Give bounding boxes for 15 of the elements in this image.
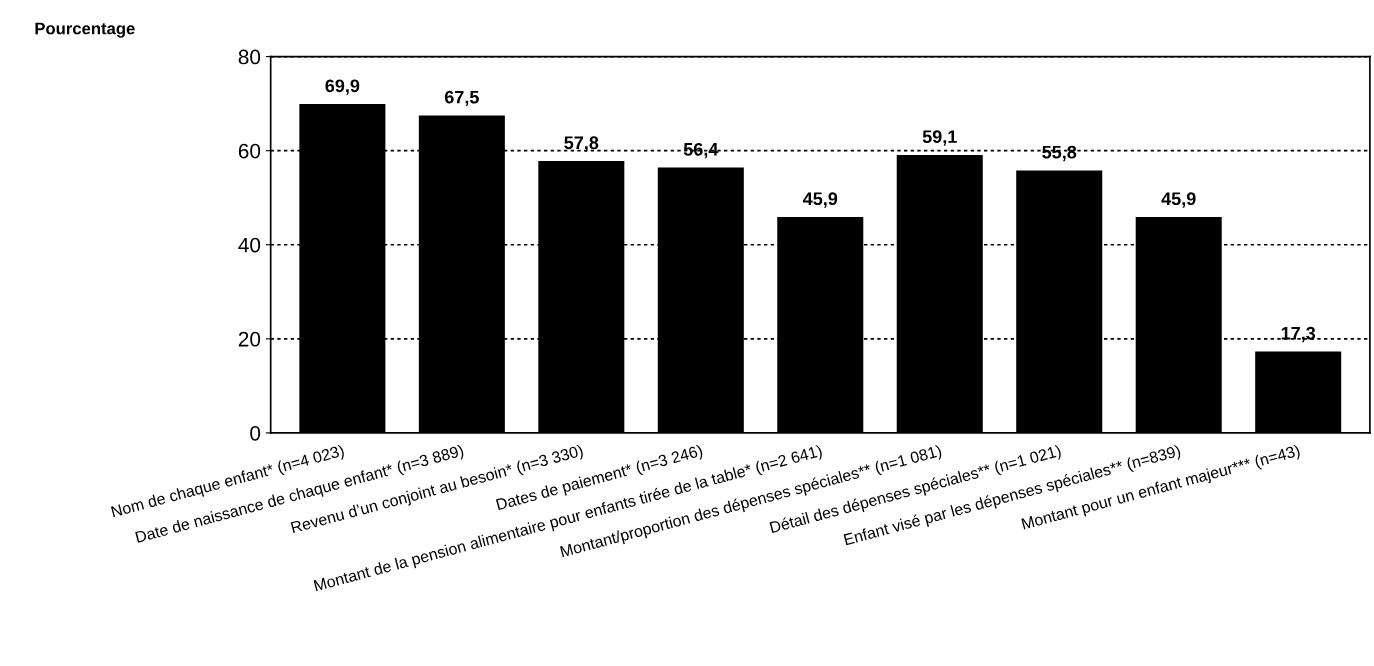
data-label: 45,9 bbox=[802, 192, 838, 208]
y-tick-label: 60 bbox=[238, 143, 261, 159]
data-label: 69,9 bbox=[325, 79, 360, 95]
y-axis-title: Pourcentage bbox=[35, 22, 135, 38]
y-tick-label: 0 bbox=[250, 425, 261, 441]
data-label: 17,3 bbox=[1281, 326, 1316, 343]
y-tick-label: 40 bbox=[238, 237, 261, 253]
data-label: 45,9 bbox=[1161, 192, 1196, 208]
y-tick-label: 20 bbox=[238, 331, 261, 347]
data-label: 57,8 bbox=[564, 136, 599, 152]
y-tick-label: 80 bbox=[238, 49, 261, 65]
data-label: 56,4 bbox=[683, 142, 719, 159]
data-label: 59,1 bbox=[922, 130, 957, 146]
data-label: 55,8 bbox=[1042, 145, 1077, 162]
data-label: 67,5 bbox=[444, 90, 479, 107]
